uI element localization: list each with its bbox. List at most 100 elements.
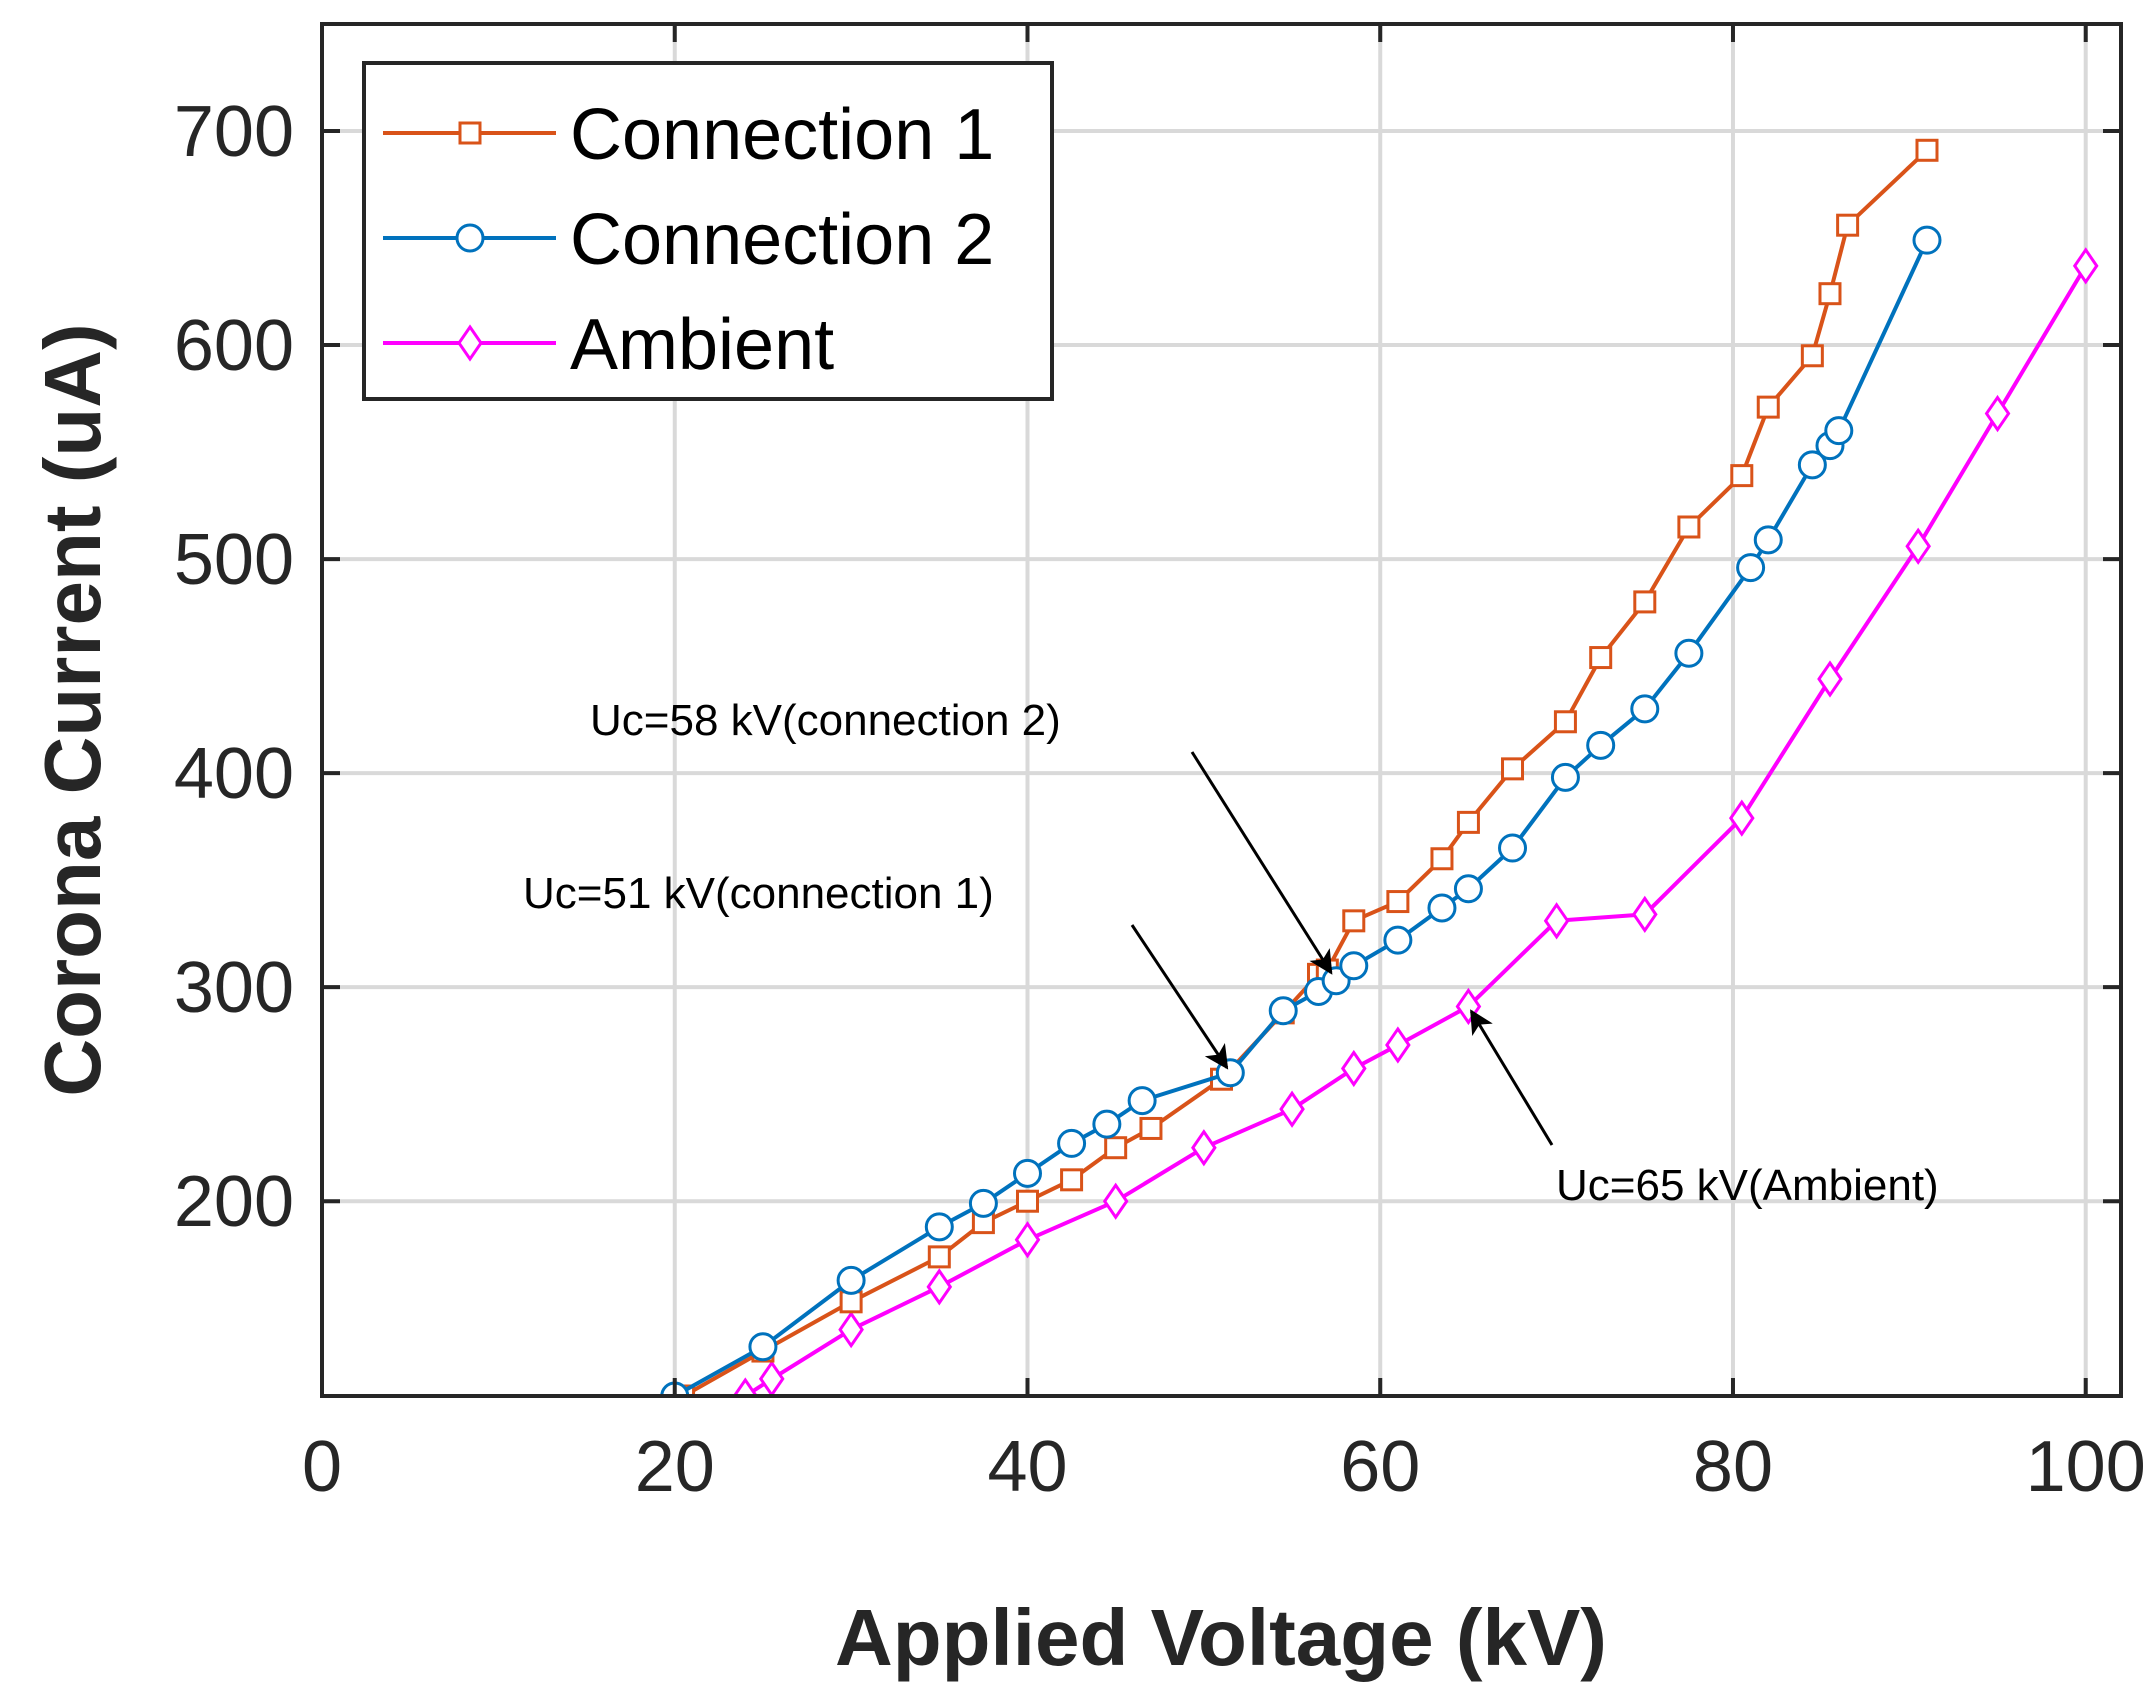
data-point-connection-2	[1586, 730, 1616, 760]
data-point-connection-2	[1012, 1158, 1042, 1188]
legend-label: Ambient	[570, 305, 834, 385]
data-point-connection-2	[1057, 1128, 1087, 1158]
y-axis-label: Corona Current (uA)	[28, 323, 117, 1096]
legend: Connection 1 Connection 2 Ambient	[362, 61, 1054, 401]
data-point-connection-2	[1498, 833, 1528, 863]
data-point-connection-2	[1215, 1058, 1245, 1088]
series-ambient	[732, 247, 2099, 1396]
data-point-connection-2	[1630, 694, 1660, 724]
legend-marker	[455, 223, 485, 253]
data-point-ambient	[926, 1268, 953, 1306]
data-point-connection-1	[1756, 395, 1780, 419]
data-point-connection-1	[1139, 1116, 1163, 1140]
data-point-connection-2	[1912, 225, 1942, 255]
data-point-connection-1	[1060, 1168, 1084, 1192]
data-point-connection-1	[1818, 282, 1842, 306]
y-tick-label: 500	[174, 520, 294, 600]
data-point-connection-1	[1342, 909, 1366, 933]
data-point-ambient	[1385, 1026, 1411, 1064]
legend-entry-connection-1: Connection 1	[383, 95, 994, 175]
y-tick-label: 600	[174, 306, 294, 386]
annotation-label: Uc=51 kV(connection 1)	[523, 869, 994, 918]
data-point-connection-1	[1501, 757, 1525, 781]
data-point-ambient	[1191, 1129, 1217, 1167]
annotations: Uc=58 kV(connection 2) Uc=51 kV(connectio…	[523, 696, 1939, 1210]
data-point-ambient	[1728, 799, 1755, 837]
data-point-connection-2	[1824, 416, 1854, 446]
data-point-connection-1	[1015, 1189, 1039, 1213]
data-point-ambient	[1279, 1090, 1305, 1128]
x-tick-label: 80	[1693, 1427, 1773, 1507]
data-point-ambient	[1340, 1049, 1367, 1088]
y-tick-label: 300	[174, 948, 294, 1028]
annotation-2: Uc=51 kV(connection 1)	[523, 869, 1229, 1070]
annotation-label: Uc=65 kV(Ambient)	[1556, 1161, 1939, 1210]
data-point-connection-1	[1677, 515, 1701, 539]
data-point-connection-1	[1456, 810, 1480, 834]
data-point-connection-1	[1104, 1136, 1128, 1160]
data-point-connection-2	[1127, 1086, 1157, 1116]
series-connection-2	[660, 225, 1942, 1396]
data-point-ambient	[1014, 1221, 1041, 1259]
data-point-connection-2	[1550, 762, 1580, 792]
data-point-connection-2	[836, 1265, 866, 1295]
legend-entry-ambient: Ambient	[383, 305, 834, 385]
annotation-arrow	[1470, 1009, 1554, 1146]
data-point-connection-2	[1427, 893, 1457, 923]
series-layer	[660, 138, 2099, 1396]
legend-entry-connection-2: Connection 2	[383, 200, 994, 280]
data-point-connection-1	[1915, 138, 1939, 162]
data-point-connection-1	[1836, 213, 1860, 237]
data-point-ambient	[1102, 1182, 1129, 1220]
annotation-arrow	[1130, 924, 1229, 1070]
y-tick-label: 400	[174, 734, 294, 814]
data-point-connection-1	[1800, 344, 1824, 368]
data-point-ambient	[1984, 394, 2011, 433]
series-line-ambient	[744, 264, 2088, 1396]
data-point-connection-2	[1453, 874, 1483, 904]
data-point-connection-2	[1268, 996, 1298, 1026]
data-point-ambient	[732, 1377, 759, 1396]
plot-frame	[320, 22, 2123, 1398]
x-tick-label: 20	[635, 1427, 715, 1507]
x-tick-label: 100	[2026, 1427, 2146, 1507]
data-point-connection-1	[1589, 646, 1613, 670]
x-tick-label: 40	[987, 1427, 1067, 1507]
data-point-connection-2	[1092, 1109, 1122, 1139]
data-point-connection-2	[1736, 553, 1766, 583]
data-point-ambient	[1817, 660, 1843, 698]
annotation-label: Uc=58 kV(connection 2)	[590, 696, 1061, 745]
data-point-connection-1	[1553, 710, 1577, 734]
y-tick-label: 200	[174, 1162, 294, 1242]
y-tick-label: 700	[174, 92, 294, 172]
data-point-connection-2	[1753, 525, 1783, 555]
data-point-connection-2	[748, 1332, 778, 1362]
series-line-connection-2	[673, 239, 1929, 1396]
legend-label: Connection 2	[570, 200, 994, 280]
data-point-connection-2	[924, 1212, 954, 1242]
data-point-ambient	[1631, 895, 1658, 934]
data-point-connection-2	[1339, 951, 1369, 981]
data-point-connection-2	[968, 1188, 998, 1218]
data-point-connection-2	[1674, 638, 1704, 668]
x-tick-label: 0	[302, 1427, 342, 1507]
data-point-connection-1	[1633, 590, 1657, 614]
data-point-ambient	[2072, 247, 2099, 285]
legend-marker	[458, 121, 482, 145]
data-point-connection-1	[1430, 847, 1454, 871]
annotation-3: Uc=65 kV(Ambient)	[1470, 1009, 1939, 1210]
x-tick-label: 60	[1340, 1427, 1420, 1507]
data-point-connection-2	[1383, 925, 1413, 955]
data-point-ambient	[1905, 527, 1931, 565]
data-point-connection-1	[927, 1245, 951, 1269]
data-point-connection-1	[1386, 890, 1410, 914]
series-line-connection-1	[682, 148, 1929, 1396]
axis-ticks: 0 20 40 60 80 100 200 300 400 500 600 700	[174, 24, 2146, 1507]
data-point-connection-1	[1730, 464, 1754, 488]
x-axis-label: Applied Voltage (kV)	[835, 1593, 1607, 1682]
data-point-ambient	[1543, 902, 1570, 940]
data-point-connection-2	[1797, 450, 1827, 480]
legend-label: Connection 1	[570, 95, 994, 175]
